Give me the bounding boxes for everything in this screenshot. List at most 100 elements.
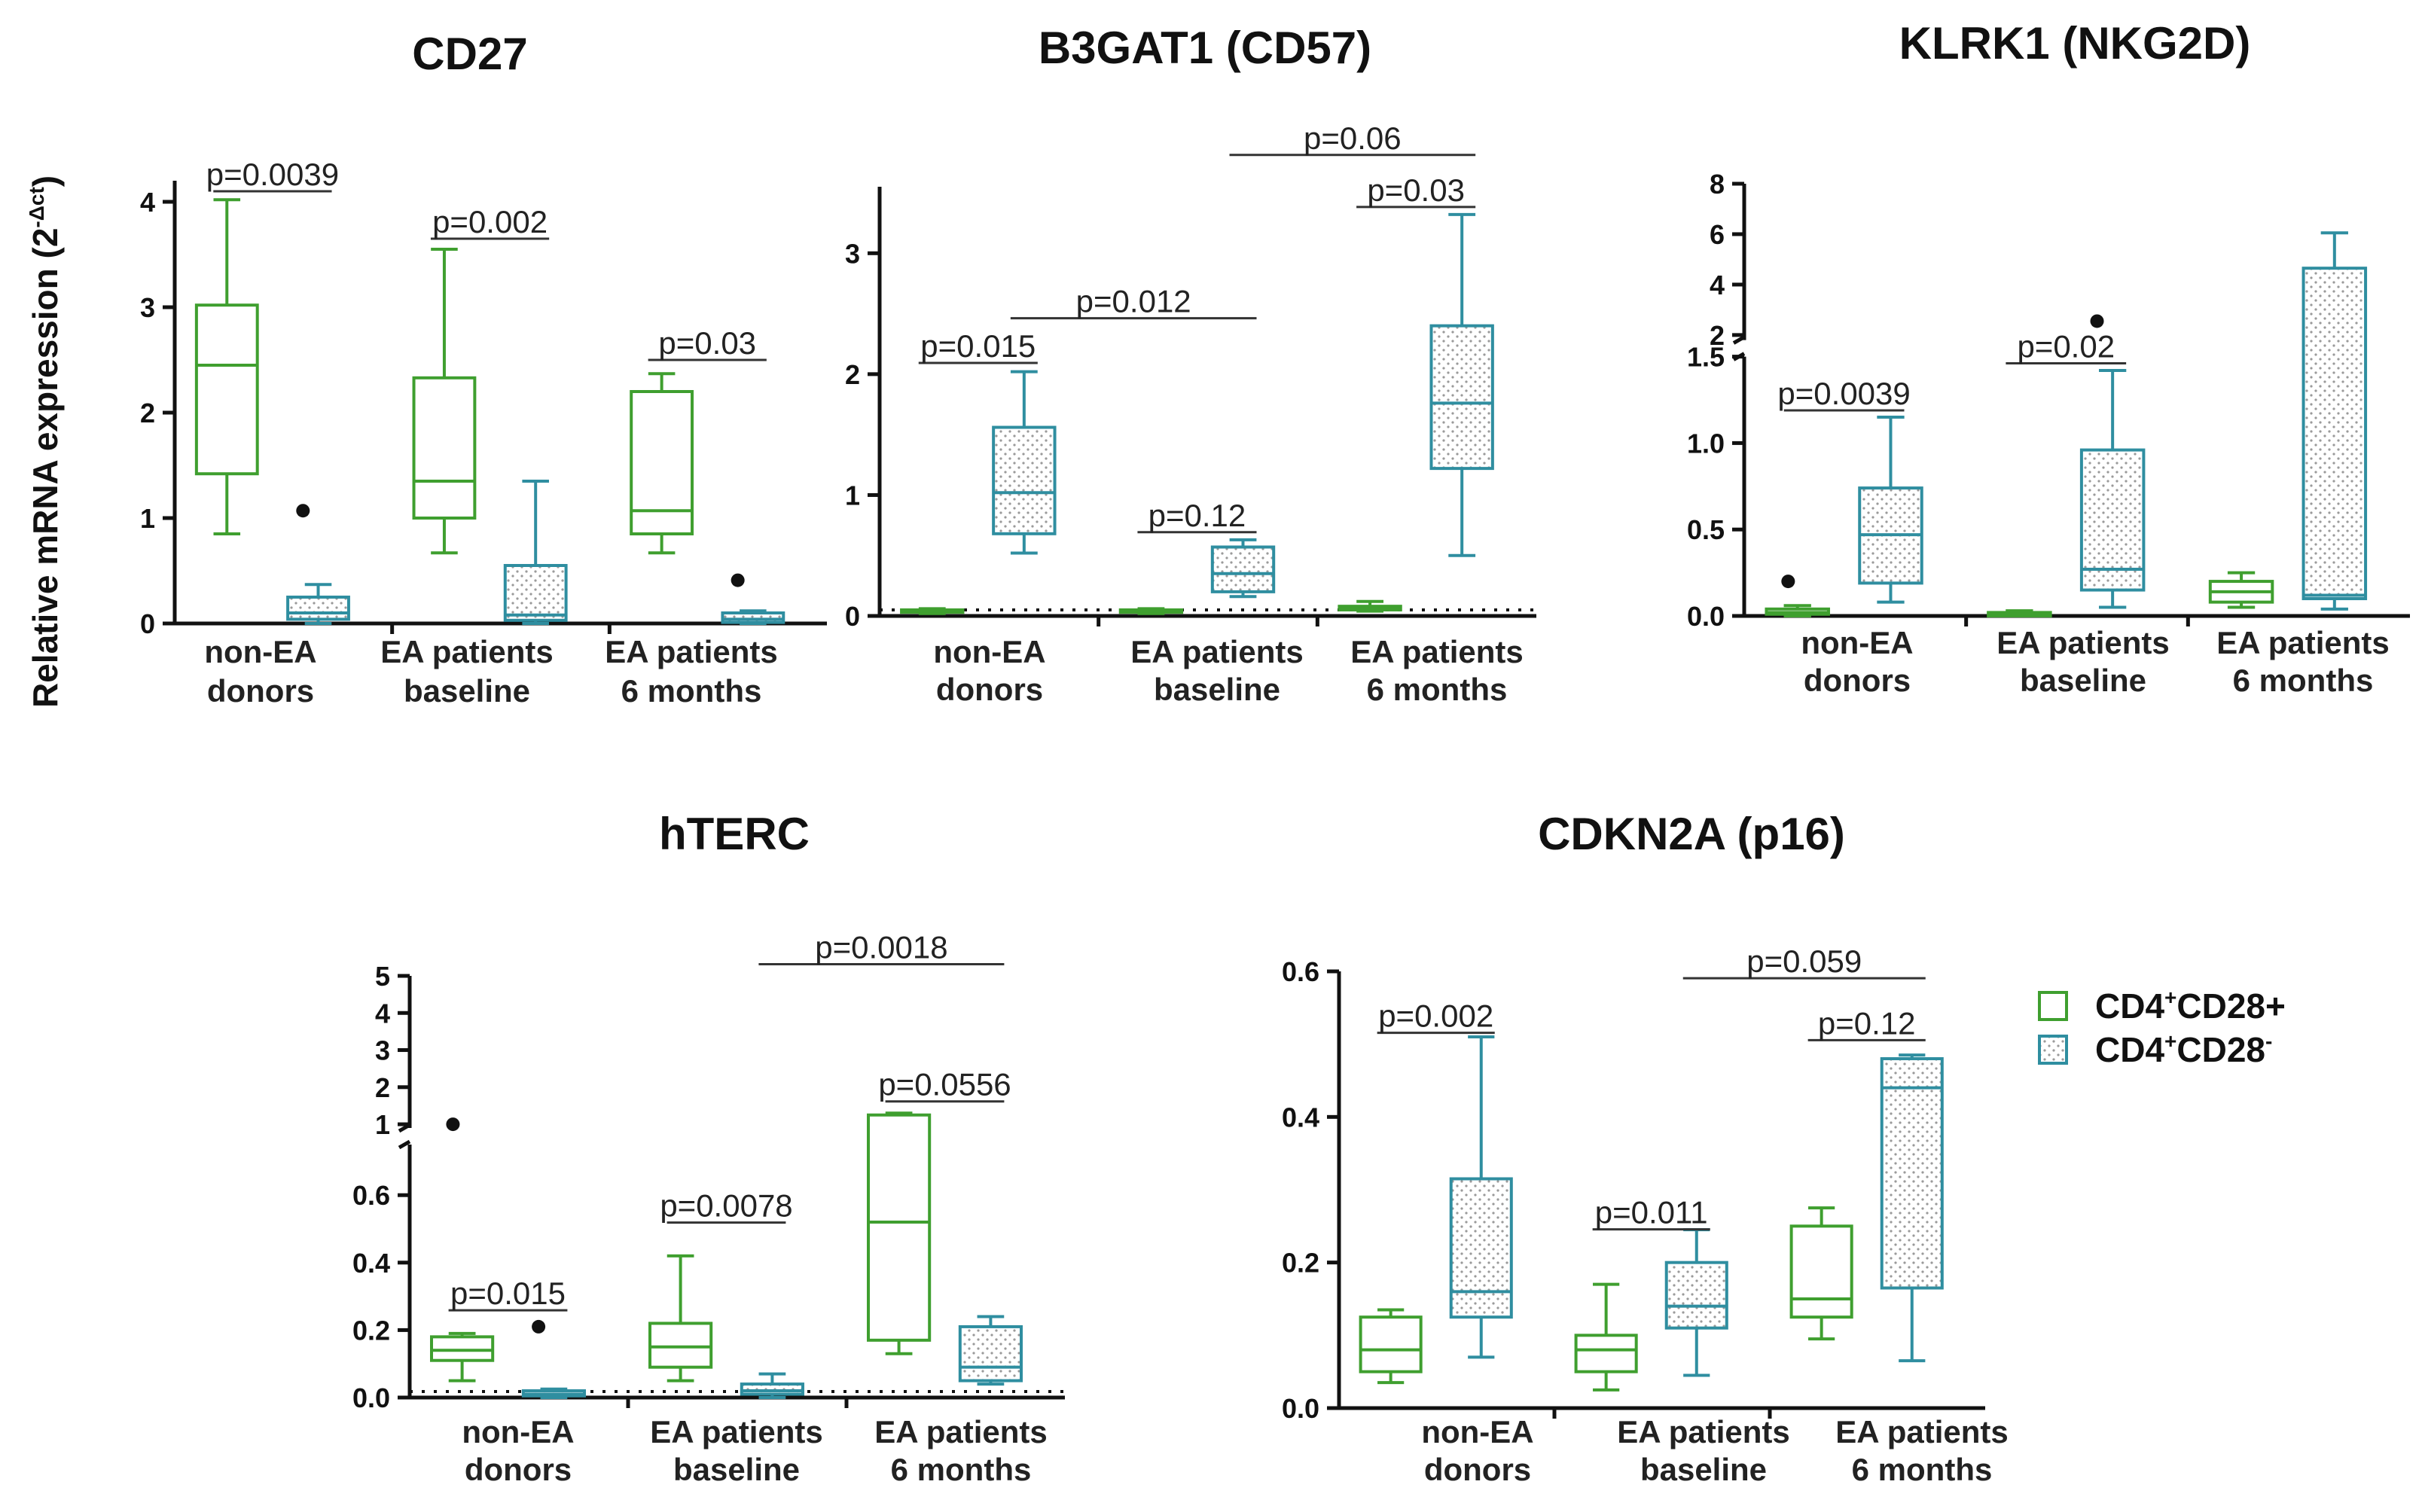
y-tick-label: 4 — [1710, 270, 1725, 300]
p-value-label: p=0.002 — [1378, 998, 1493, 1034]
category-label-line2: 6 months — [1852, 1452, 1993, 1487]
outlier-point — [1781, 575, 1795, 589]
y-tick-label: 0.4 — [352, 1248, 390, 1279]
category-label-line2: baseline — [404, 673, 530, 709]
box-iqr — [958, 1325, 1023, 1382]
y-tick-label: 1 — [845, 480, 860, 511]
y-tick-label: 1.5 — [1687, 342, 1725, 373]
y-tick-label: 0.4 — [1282, 1102, 1319, 1132]
box-iqr — [412, 376, 477, 520]
category-label-line1: EA patients — [874, 1414, 1047, 1450]
box-cd28-negative-1 — [503, 480, 568, 625]
category-label-line2: donors — [1424, 1452, 1531, 1487]
p-value-label: p=0.02 — [2017, 328, 2115, 364]
box-cd28-negative-0 — [521, 1319, 586, 1399]
outlier-point — [2090, 314, 2104, 328]
legend: CD4+CD28+ CD4+CD28- — [2038, 986, 2286, 1069]
category-label-line1: non-EA — [1801, 625, 1913, 660]
panel-3-title: hTERC — [659, 809, 810, 859]
outlier-point — [296, 504, 310, 518]
box-cd28-negative-0 — [1858, 415, 1923, 604]
category-label-line1: EA patients — [1617, 1414, 1789, 1450]
p-value-label: p=0.03 — [1367, 172, 1465, 208]
box-iqr — [286, 596, 350, 621]
y-tick-label: 2 — [1710, 320, 1725, 351]
p-value-label: p=0.015 — [920, 328, 1036, 364]
box-cd28-negative-0 — [1449, 1035, 1513, 1359]
y-tick-label: 8 — [1710, 169, 1725, 200]
y-tick-label: 4 — [375, 998, 390, 1029]
p-value-label: p=0.12 — [1818, 1005, 1916, 1041]
y-tick-label: 0.6 — [1282, 956, 1319, 987]
box-cd28-positive-1 — [1574, 1282, 1638, 1392]
p-value-label: p=0.011 — [1595, 1195, 1708, 1230]
panel-1-title: B3GAT1 (CD57) — [1039, 23, 1371, 73]
legend-0-prefix: CD4 — [2095, 986, 2164, 1026]
p-value-label: p=0.06 — [1304, 120, 1402, 156]
y-tick-label: 0 — [140, 608, 155, 639]
box-iqr — [721, 611, 785, 624]
box-cd28-positive-1 — [648, 1254, 713, 1382]
category-label-line2: 6 months — [891, 1452, 1032, 1487]
outlier-point — [532, 1319, 546, 1334]
category-label-line2: baseline — [673, 1452, 800, 1487]
box-cd28-positive-2 — [867, 1111, 932, 1355]
legend-label-cd28-positive: CD4+CD28+ — [2095, 986, 2286, 1026]
p-value-label: p=0.0039 — [1777, 376, 1910, 411]
category-label-line2: 6 months — [1367, 672, 1508, 707]
y-axis-label-exponent: -Δct — [25, 187, 48, 227]
legend-swatch-cd28-negative — [2038, 1035, 2068, 1065]
y-tick-label: 3 — [845, 238, 860, 269]
box-iqr — [2302, 267, 2368, 601]
box-iqr — [1429, 324, 1494, 471]
box-iqr — [867, 1113, 932, 1342]
box-iqr — [1359, 1315, 1423, 1373]
panel-0: CD27 0 1 2 3 4 non-EA donors EA patients baseline… — [140, 29, 827, 709]
box-cd28-positive-0 — [900, 607, 965, 615]
panel-2: KLRK1 (NKG2D) 0.0 0.5 1.0 1.52 4 6 8 non-EAdonor… — [1687, 18, 2410, 698]
panel-4-title: CDKN2A (p16) — [1538, 809, 1845, 859]
y-tick-label: 6 — [1710, 219, 1725, 250]
legend-0-sup1: + — [2164, 986, 2176, 1009]
category-label-line2: baseline — [1154, 672, 1280, 707]
category-label-line2: donors — [207, 673, 314, 709]
category-label-line2: donors — [936, 672, 1043, 707]
legend-0-mid: CD28 — [2176, 986, 2265, 1026]
box-iqr — [1449, 1177, 1513, 1319]
y-tick-label: 2 — [845, 359, 860, 390]
box-iqr — [1789, 1224, 1853, 1319]
y-tick-label: 0.2 — [1282, 1248, 1319, 1279]
p-value-label: p=0.0078 — [660, 1188, 792, 1224]
box-cd28-negative-0 — [992, 370, 1057, 555]
y-tick-label: 3 — [140, 292, 155, 323]
panel-2-title: KLRK1 (NKG2D) — [1899, 18, 2251, 69]
box-cd28-positive-2 — [630, 372, 694, 555]
box-cd28-positive-0 — [1359, 1308, 1423, 1385]
y-tick-label: 1 — [140, 503, 155, 534]
y-tick-label: 2 — [375, 1072, 390, 1103]
p-value-label: p=0.0039 — [206, 157, 339, 192]
category-label-line1: EA patients — [380, 634, 553, 669]
axis-break-mark — [398, 1123, 411, 1150]
box-cd28-positive-1 — [1987, 609, 2052, 618]
box-cd28-positive-0 — [194, 198, 259, 535]
box-iqr — [1210, 545, 1276, 593]
y-tick-label: 0.0 — [1687, 601, 1725, 632]
box-cd28-negative-1 — [740, 1372, 804, 1399]
y-tick-label: 4 — [140, 187, 155, 218]
legend-label-cd28-negative: CD4+CD28- — [2095, 1029, 2272, 1069]
p-value-label: p=0.015 — [450, 1276, 566, 1311]
p-value-label: p=0.002 — [432, 204, 548, 239]
box-cd28-negative-2 — [958, 1315, 1023, 1386]
box-cd28-positive-2 — [2208, 571, 2274, 609]
category-label-line2: baseline — [1640, 1452, 1767, 1487]
box-iqr — [430, 1335, 495, 1362]
category-label-line1: non-EA — [933, 634, 1045, 669]
y-tick-label: 1.0 — [1687, 428, 1725, 459]
legend-1-prefix: CD4 — [2095, 1030, 2164, 1069]
box-cd28-positive-0 — [430, 1117, 495, 1382]
box-iqr — [1664, 1261, 1728, 1330]
